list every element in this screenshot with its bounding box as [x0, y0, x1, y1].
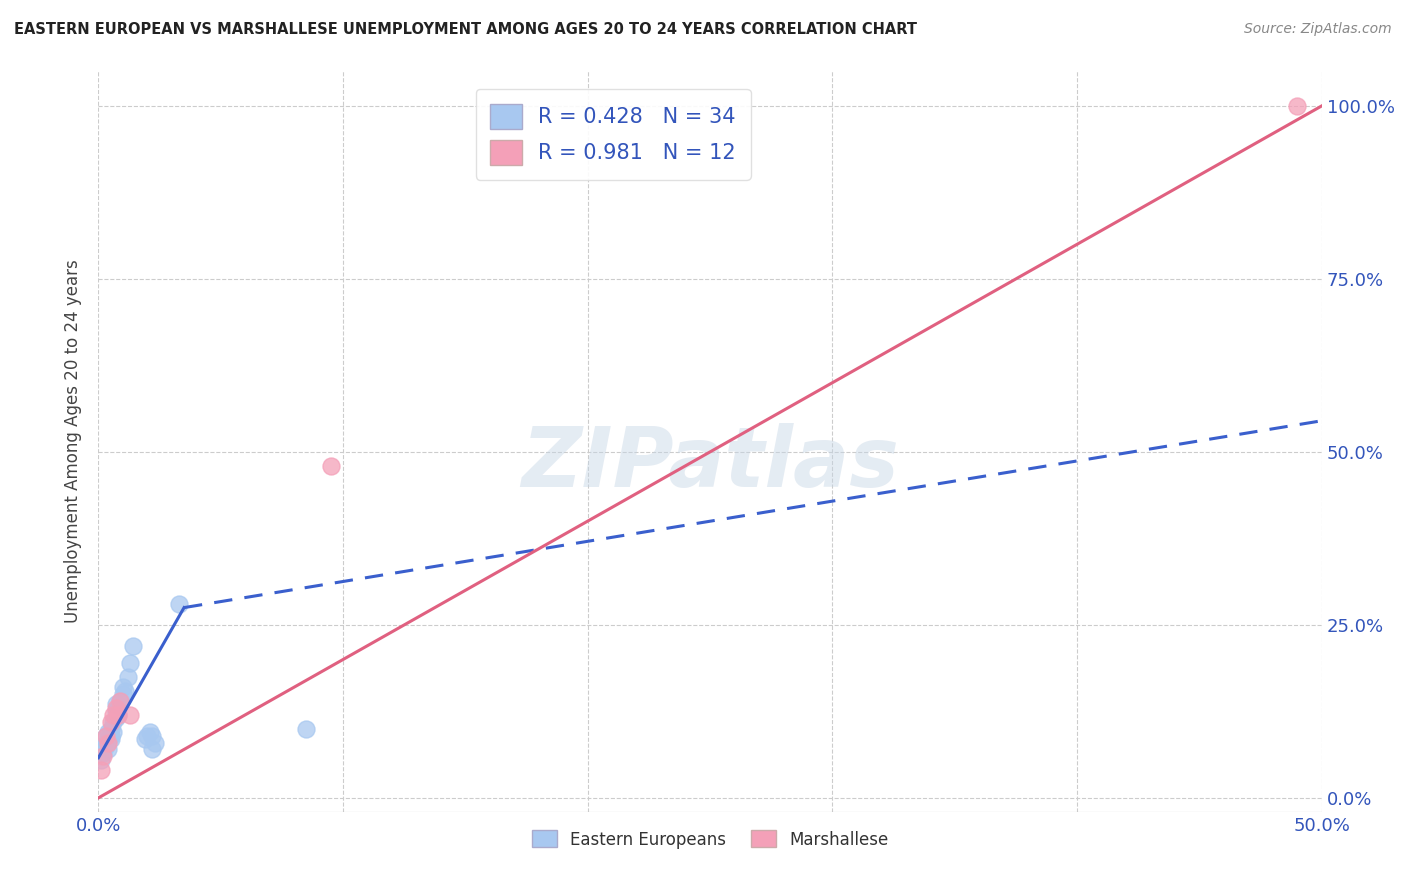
Point — [94, 735, 117, 749]
Point — [319, 458, 342, 473]
Point — [167, 597, 190, 611]
Point — [121, 639, 143, 653]
Point — [91, 746, 114, 760]
Point — [1286, 99, 1309, 113]
Point — [134, 732, 156, 747]
Point — [139, 725, 162, 739]
Point — [90, 763, 112, 777]
Point — [111, 680, 134, 694]
Point — [94, 739, 117, 753]
Point — [295, 722, 318, 736]
Text: EASTERN EUROPEAN VS MARSHALLESE UNEMPLOYMENT AMONG AGES 20 TO 24 YEARS CORRELATI: EASTERN EUROPEAN VS MARSHALLESE UNEMPLOY… — [14, 22, 917, 37]
Point — [104, 701, 127, 715]
Point — [97, 742, 120, 756]
Point — [107, 701, 129, 715]
Point — [141, 729, 163, 743]
Point — [111, 687, 134, 701]
Point — [120, 707, 142, 722]
Point — [141, 742, 163, 756]
Point — [94, 729, 117, 743]
Point — [117, 670, 139, 684]
Point — [107, 707, 129, 722]
Y-axis label: Unemployment Among Ages 20 to 24 years: Unemployment Among Ages 20 to 24 years — [65, 260, 83, 624]
Point — [100, 729, 122, 743]
Point — [110, 694, 132, 708]
Point — [94, 729, 117, 743]
Point — [100, 722, 122, 736]
Point — [110, 694, 132, 708]
Text: Source: ZipAtlas.com: Source: ZipAtlas.com — [1244, 22, 1392, 37]
Point — [90, 753, 112, 767]
Point — [101, 714, 124, 729]
Point — [101, 725, 124, 739]
Legend: Eastern Europeans, Marshallese: Eastern Europeans, Marshallese — [524, 823, 896, 855]
Point — [97, 732, 120, 747]
Point — [104, 711, 127, 725]
Point — [136, 729, 159, 743]
Point — [104, 705, 127, 719]
Point — [104, 698, 127, 712]
Point — [107, 707, 129, 722]
Point — [100, 714, 122, 729]
Text: ZIPatlas: ZIPatlas — [522, 423, 898, 504]
Point — [120, 656, 142, 670]
Point — [114, 683, 136, 698]
Point — [101, 707, 124, 722]
Point — [100, 732, 122, 747]
Point — [97, 735, 120, 749]
Point — [97, 725, 120, 739]
Point — [91, 739, 114, 753]
Point — [91, 749, 114, 764]
Point — [143, 735, 166, 749]
